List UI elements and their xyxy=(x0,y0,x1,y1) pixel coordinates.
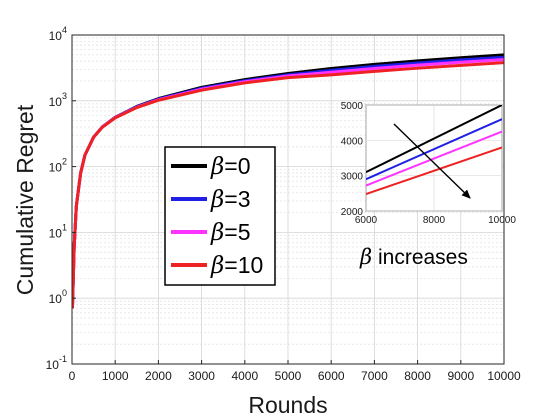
inset-series-group xyxy=(366,105,502,195)
inset-x-tick-label: 6000 xyxy=(355,215,378,226)
legend-value: =3 xyxy=(224,186,250,212)
x-ticks: 0 1000 2000 3000 4000 5000 6000 7000 8000 9000 100… xyxy=(69,360,521,383)
y-tick-base: 10 xyxy=(49,29,63,43)
y-tick-label: 10-1 xyxy=(46,354,67,372)
annotation-text: increases xyxy=(372,246,468,269)
x-tick-label: 8000 xyxy=(404,369,431,383)
legend-beta-symbol: β xyxy=(210,154,224,180)
legend-beta-symbol: β xyxy=(210,253,224,279)
inset-ticks: 6000 8000 10000 2000 3000 4000 5000 xyxy=(341,101,517,226)
annotation-beta-symbol: β xyxy=(359,245,372,269)
x-tick-label: 1000 xyxy=(102,369,129,383)
y-axis-label: Cumulative Regret xyxy=(12,104,38,295)
legend-value: =5 xyxy=(224,219,250,245)
legend-value: =10 xyxy=(224,252,263,278)
y-tick-exponent: 4 xyxy=(62,25,67,35)
legend-value: =0 xyxy=(224,153,250,179)
y-tick-exponent: 3 xyxy=(62,91,67,101)
inset-x-tick-label: 8000 xyxy=(423,215,446,226)
inset-y-tick-label: 3000 xyxy=(341,172,364,183)
x-tick-label: 9000 xyxy=(447,369,474,383)
x-tick-label: 3000 xyxy=(188,369,215,383)
inset-series-line xyxy=(366,130,502,187)
y-tick-label: 104 xyxy=(49,25,67,43)
x-tick-label: 4000 xyxy=(231,369,258,383)
legend-beta-symbol: β xyxy=(210,220,224,246)
y-tick-base: 10 xyxy=(49,95,63,109)
inset-y-tick-label: 4000 xyxy=(341,136,364,147)
series-group xyxy=(72,53,504,309)
y-tick-base: 10 xyxy=(49,292,63,306)
inset-y-tick-label: 2000 xyxy=(341,207,364,218)
y-tick-base: 10 xyxy=(46,358,60,372)
x-tick-label: 10000 xyxy=(487,369,521,383)
y-tick-exponent: -1 xyxy=(59,354,67,364)
legend-box xyxy=(164,146,276,286)
legend-label: β=5 xyxy=(210,219,251,246)
y-tick-exponent: 1 xyxy=(62,222,67,232)
y-tick-exponent: 2 xyxy=(62,157,67,167)
y-tick-exponent: 0 xyxy=(62,288,67,298)
inset-series-line xyxy=(366,105,502,174)
inset-series-line xyxy=(366,118,502,181)
legend-beta-symbol: β xyxy=(210,187,224,213)
inset-series-line xyxy=(366,146,502,195)
legend: β=0β=3β=5β=10 xyxy=(164,146,276,286)
inset-chart: 6000 8000 10000 2000 3000 4000 5000 xyxy=(341,101,517,226)
x-tick-label: 2000 xyxy=(145,369,172,383)
x-tick-label: 0 xyxy=(69,369,76,383)
x-tick-label: 6000 xyxy=(318,369,345,383)
y-tick-label: 101 xyxy=(49,222,67,240)
legend-label: β=0 xyxy=(210,153,251,180)
inset-y-tick-label: 5000 xyxy=(341,101,364,112)
series-line xyxy=(72,61,504,309)
x-tick-label: 7000 xyxy=(361,369,388,383)
trend-arrow xyxy=(393,123,471,199)
beta-increases-annotation: β increases xyxy=(359,245,468,269)
y-tick-base: 10 xyxy=(49,226,63,240)
y-tick-label: 103 xyxy=(49,91,67,109)
y-tick-label: 100 xyxy=(49,288,67,306)
x-tick-label: 5000 xyxy=(275,369,302,383)
x-axis-label: Rounds xyxy=(248,392,327,418)
y-tick-base: 10 xyxy=(49,161,63,175)
legend-label: β=10 xyxy=(210,252,263,279)
y-tick-label: 102 xyxy=(49,157,67,175)
legend-label: β=3 xyxy=(210,186,251,213)
inset-x-tick-label: 10000 xyxy=(488,215,516,226)
